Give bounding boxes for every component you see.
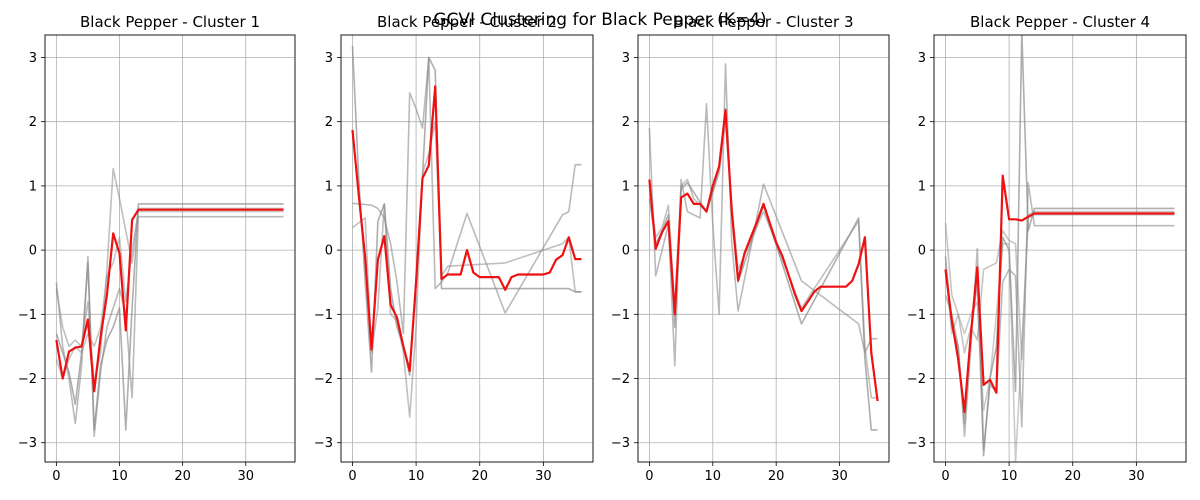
member-line-2: [352, 56, 582, 335]
x-tick-label: 30: [1128, 469, 1145, 484]
centroid-line: [944, 174, 1175, 413]
y-tick-label: 0: [622, 244, 630, 259]
x-tick-label: 20: [768, 469, 785, 484]
x-tick-label: 10: [705, 469, 722, 484]
y-tick-label: 3: [918, 51, 926, 66]
axes-frame: [340, 34, 594, 463]
figure-suptitle: GCVI Clustering for Black Pepper (K=4): [433, 10, 766, 30]
grid-lines: [45, 35, 295, 462]
y-tick-label: 1: [325, 179, 333, 194]
y-tick-label: −1: [611, 308, 630, 323]
member-line-2: [55, 215, 284, 438]
series-group: [944, 35, 1175, 462]
panel-title: Black Pepper - Cluster 3: [673, 13, 853, 31]
chart-panel-2: 0 10 20 30 −3 −2 −1 0 1 2 3 Black Pepper - Cluster …: [314, 13, 594, 484]
member-line-4: [944, 214, 1175, 462]
member-line-3: [944, 210, 1175, 361]
y-tick-label: 1: [622, 179, 630, 194]
y-tick-label: −3: [314, 436, 333, 451]
y-tick-label: 1: [918, 179, 926, 194]
y-tick-label: −3: [611, 436, 630, 451]
panel-title: Black Pepper - Cluster 4: [970, 13, 1150, 31]
y-tick-label: 3: [29, 51, 37, 66]
y-tick-label: 2: [622, 115, 630, 130]
panel-title: Black Pepper - Cluster 1: [80, 13, 260, 31]
x-tick-label: 10: [111, 469, 128, 484]
y-tick-label: −2: [18, 372, 37, 387]
axes-frame: [933, 34, 1187, 463]
x-tick-label: 30: [831, 469, 848, 484]
y-tick-label: −3: [907, 436, 926, 451]
series-group: [351, 45, 582, 418]
panel-title: Black Pepper - Cluster 2: [377, 13, 557, 31]
y-tick-label: −1: [907, 308, 926, 323]
series-group: [55, 167, 284, 438]
y-tick-label: 0: [29, 244, 37, 259]
chart-panel-4: 0 10 20 30 −3 −2 −1 0 1 2 3 Black Pepper - Cluster …: [907, 13, 1187, 484]
grid-lines: [934, 35, 1186, 462]
chart-panel-1: 0 10 20 30 −3 −2 −1 0 1 2 3 Black Pepper - Cluster …: [18, 13, 296, 484]
x-tick-label: 20: [1064, 469, 1081, 484]
y-tick-label: −2: [611, 372, 630, 387]
y-tick-label: 3: [325, 51, 333, 66]
y-tick-label: −2: [907, 372, 926, 387]
y-tick-label: −2: [314, 372, 333, 387]
member-line-1: [351, 45, 582, 377]
member-line-2: [648, 63, 878, 367]
x-tick-label: 0: [52, 469, 60, 484]
x-tick-label: 10: [1001, 469, 1018, 484]
x-tick-label: 0: [348, 469, 356, 484]
x-tick-label: 0: [941, 469, 949, 484]
x-tick-label: 30: [237, 469, 254, 484]
x-tick-label: 30: [535, 469, 552, 484]
y-tick-label: −3: [18, 436, 37, 451]
y-tick-label: 2: [918, 115, 926, 130]
y-tick-label: −1: [314, 308, 333, 323]
axes-frame: [637, 34, 890, 463]
chart-panel-3: 0 10 20 30 −3 −2 −1 0 1 2 3 Black Pepper - Cluster …: [611, 13, 890, 484]
member-line-3: [352, 120, 582, 418]
x-tick-label: 20: [471, 469, 488, 484]
axes-frame: [44, 34, 296, 463]
y-tick-label: 3: [622, 51, 630, 66]
y-tick-label: 2: [325, 115, 333, 130]
centroid-line: [648, 109, 879, 402]
x-tick-label: 10: [408, 469, 425, 484]
centroid-line: [55, 208, 284, 393]
y-tick-label: 2: [29, 115, 37, 130]
series-group: [648, 63, 879, 431]
y-tick-label: 0: [918, 244, 926, 259]
x-tick-label: 0: [645, 469, 653, 484]
member-line-1: [55, 203, 284, 431]
x-tick-label: 20: [174, 469, 191, 484]
y-tick-label: 0: [325, 244, 333, 259]
y-tick-label: −1: [18, 308, 37, 323]
y-tick-label: 1: [29, 179, 37, 194]
centroid-line: [351, 85, 582, 372]
